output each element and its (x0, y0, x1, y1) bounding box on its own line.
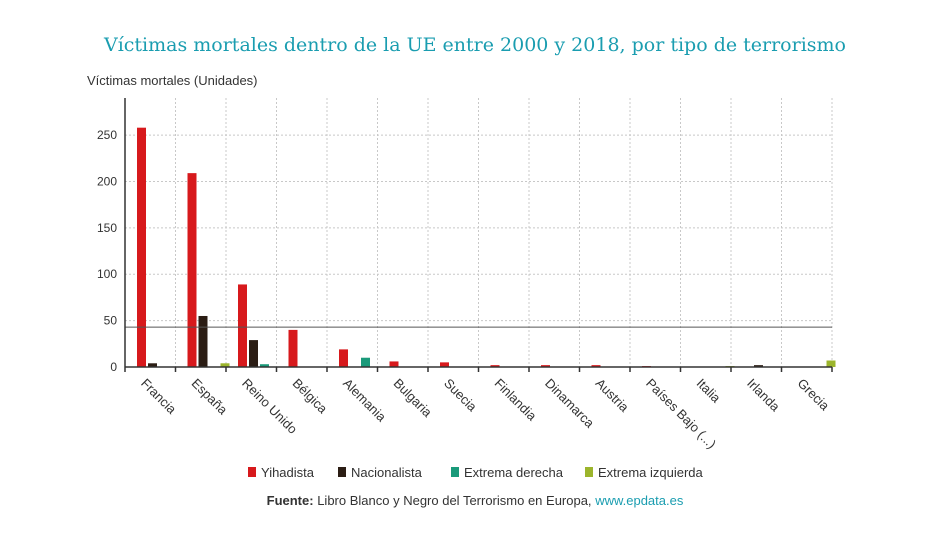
category-label-0: Francia (138, 376, 180, 418)
bar-0-9 (591, 365, 601, 367)
category-label-1: España (189, 376, 231, 418)
bar-3-1 (220, 363, 230, 367)
legend-item-0[interactable]: Yihadista (248, 465, 315, 480)
bar-1-0 (148, 363, 157, 367)
legend-item-1[interactable]: Nacionalista (338, 465, 423, 480)
y-tick-label-0: 0 (110, 360, 117, 374)
bar-1-12 (754, 365, 763, 367)
category-label-9: Austria (593, 376, 633, 416)
y-tick-label-5: 250 (97, 128, 117, 142)
bar-0-7 (490, 365, 500, 367)
bar-0-8 (541, 365, 550, 367)
y-tick-label-3: 150 (97, 221, 117, 235)
y-tick-label-4: 200 (97, 174, 117, 188)
category-label-11: Italia (694, 376, 725, 407)
source-link[interactable]: www.epdata.es (594, 493, 684, 508)
source-text: Libro Blanco y Negro del Terrorismo en E… (317, 493, 591, 508)
bar-0-0 (137, 127, 146, 367)
bar-3-13 (826, 360, 836, 367)
legend-swatch-0 (248, 467, 256, 477)
category-label-4: Alemania (340, 376, 389, 425)
axes (124, 98, 833, 372)
bar-1-2 (249, 340, 258, 367)
legend-label-1: Nacionalista (351, 465, 423, 480)
y-tick-label-1: 50 (104, 314, 118, 328)
source-label: Fuente: (267, 493, 314, 508)
category-label-8: Dinamarca (542, 376, 598, 432)
legend-swatch-2 (451, 467, 459, 477)
legend-label-3: Extrema izquierda (598, 465, 704, 480)
legend-label-2: Extrema derecha (464, 465, 564, 480)
bar-2-2 (260, 364, 269, 367)
bar-0-2 (238, 284, 247, 367)
bar-2-4 (361, 357, 370, 367)
category-label-6: Suecia (441, 376, 480, 415)
legend: Yihadista Nacionalista Extrema derecha Extr… (248, 465, 704, 480)
y-tick-label-2: 100 (97, 267, 117, 281)
category-label-13: Grecia (795, 376, 833, 414)
category-label-7: Finlandia (492, 376, 540, 424)
category-label-3: Bélgica (290, 376, 331, 417)
chart-title: Víctimas mortales dentro de la UE entre … (103, 34, 846, 56)
legend-item-2[interactable]: Extrema derecha (451, 465, 564, 480)
source-line: Fuente: Libro Blanco y Negro del Terrori… (267, 493, 684, 508)
bar-0-6 (440, 362, 449, 367)
bar-0-3 (288, 329, 298, 367)
legend-label-0: Yihadista (261, 465, 315, 480)
y-axis-label: Víctimas mortales (Unidades) (87, 73, 258, 88)
legend-swatch-3 (585, 467, 593, 477)
category-label-12: Irlanda (744, 376, 783, 415)
bars (137, 127, 836, 367)
bar-0-1 (187, 173, 197, 367)
legend-item-3[interactable]: Extrema izquierda (585, 465, 704, 480)
bar-0-4 (339, 349, 348, 367)
category-label-5: Bulgaria (391, 376, 436, 421)
bar-0-5 (389, 361, 399, 367)
legend-swatch-1 (338, 467, 346, 477)
bar-1-1 (198, 315, 208, 367)
